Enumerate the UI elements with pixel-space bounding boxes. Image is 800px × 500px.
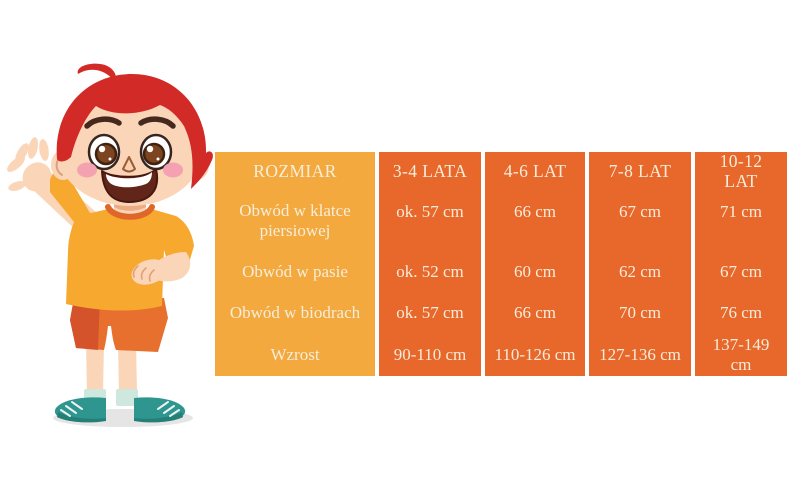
cell-text: 90-110 cm bbox=[393, 344, 467, 364]
size-value-cell: 110-126 cm bbox=[485, 333, 585, 376]
column-header-cell: 4-6 LAT bbox=[485, 152, 585, 190]
cell-text: Obwód w biodrach bbox=[229, 302, 361, 322]
cell-text: 110-126 cm bbox=[494, 344, 576, 364]
row-label-cell: Obwód w pasie bbox=[215, 252, 375, 292]
collar bbox=[105, 204, 155, 220]
size-value-cell: 60 cm bbox=[485, 252, 585, 292]
cell-text: 137-149 cm bbox=[712, 334, 770, 374]
size-value-cell: 76 cm bbox=[695, 292, 787, 333]
column-header-cell: 7-8 LAT bbox=[589, 152, 691, 190]
size-table-label-column: ROZMIAR Obwód w klatce piersiowej Obwód w … bbox=[215, 152, 375, 376]
cell-text: 4-6 LAT bbox=[503, 160, 567, 181]
size-value-cell: 66 cm bbox=[485, 292, 585, 333]
cell-text: 66 cm bbox=[513, 202, 557, 222]
column-header-cell: 10-12 LAT bbox=[695, 150, 787, 191]
size-value-cell: 71 cm bbox=[695, 190, 787, 252]
waving-hand bbox=[7, 137, 52, 192]
cell-text: 67 cm bbox=[618, 202, 662, 222]
cell-text: 71 cm bbox=[719, 202, 763, 222]
cell-text: 60 cm bbox=[513, 262, 557, 282]
cell-text: 7-8 LAT bbox=[608, 160, 672, 181]
size-value-cell: ok. 52 cm bbox=[379, 252, 481, 292]
column-header-cell: ROZMIAR bbox=[215, 152, 375, 190]
cell-text: ROZMIAR bbox=[253, 160, 337, 181]
size-value-cell: 137-149 cm bbox=[695, 333, 787, 376]
waving-boy-illustration bbox=[7, 63, 213, 427]
cell-text: Obwód w klatce piersiowej bbox=[239, 201, 351, 240]
cell-text: ok. 57 cm bbox=[396, 302, 464, 322]
hair bbox=[56, 63, 213, 189]
size-value-cell: 62 cm bbox=[589, 252, 691, 292]
cell-text: 76 cm bbox=[719, 302, 763, 322]
size-table: ROZMIAR Obwód w klatce piersiowej Obwód w … bbox=[215, 150, 787, 376]
cell-text: 67 cm bbox=[719, 262, 763, 282]
size-value-cell: ok. 57 cm bbox=[379, 292, 481, 333]
hip-hand bbox=[131, 259, 167, 285]
size-table-value-column: 3-4 LATA ok. 57 cm ok. 52 cm ok. 57 cm 90-11… bbox=[379, 152, 481, 376]
row-label-cell: Obwód w biodrach bbox=[215, 292, 375, 333]
size-table-value-column: 7-8 LAT 67 cm 62 cm 70 cm 127-136 cm bbox=[589, 152, 691, 376]
cell-text: ok. 57 cm bbox=[396, 202, 464, 222]
size-table-value-column: 4-6 LAT 66 cm 60 cm 66 cm 110-126 cm bbox=[485, 152, 585, 376]
cell-text: 66 cm bbox=[513, 302, 557, 322]
mouth bbox=[101, 168, 159, 203]
cell-text: 62 cm bbox=[618, 262, 662, 282]
size-table-value-column: 10-12 LAT 71 cm 67 cm 76 cm 137-149 cm bbox=[695, 150, 787, 376]
cell-text: 3-4 LATA bbox=[392, 160, 468, 181]
size-value-cell: 90-110 cm bbox=[379, 333, 481, 376]
size-value-cell: 66 cm bbox=[485, 190, 585, 252]
row-label-cell: Obwód w klatce piersiowej bbox=[215, 190, 375, 252]
cell-text: ok. 52 cm bbox=[396, 262, 464, 282]
size-value-cell: 67 cm bbox=[695, 252, 787, 292]
cell-text: 10-12 LAT bbox=[719, 150, 763, 191]
size-value-cell: ok. 57 cm bbox=[379, 190, 481, 252]
cell-text: Wzrost bbox=[270, 344, 320, 364]
cell-text: 70 cm bbox=[618, 302, 662, 322]
size-value-cell: 127-136 cm bbox=[589, 333, 691, 376]
cell-text: Obwód w pasie bbox=[242, 262, 348, 282]
size-value-cell: 70 cm bbox=[589, 292, 691, 333]
row-label-cell: Wzrost bbox=[215, 333, 375, 376]
cell-text: 127-136 cm bbox=[599, 344, 681, 364]
nose bbox=[122, 156, 136, 173]
size-value-cell: 67 cm bbox=[589, 190, 691, 252]
column-header-cell: 3-4 LATA bbox=[379, 152, 481, 190]
